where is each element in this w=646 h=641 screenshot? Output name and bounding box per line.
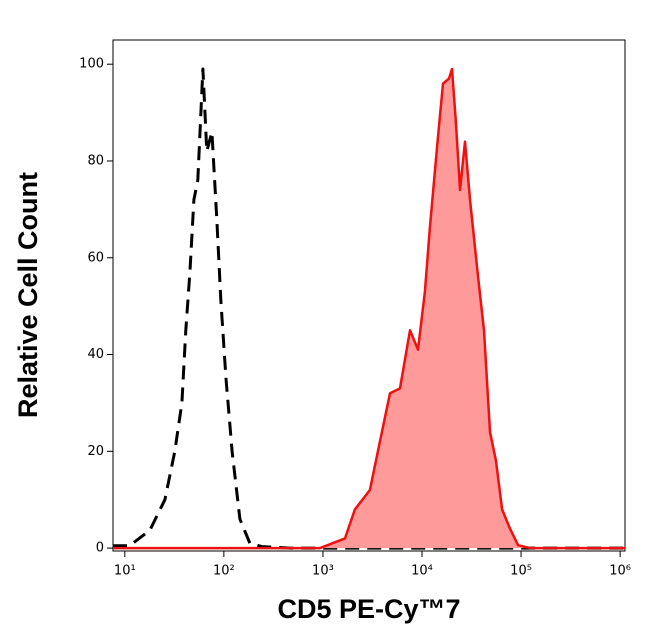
plot-frame (112, 39, 626, 552)
x-tick-label: 10² (213, 564, 235, 579)
histogram-area (113, 67, 625, 550)
y-axis-title: Relative Cell Count (13, 172, 43, 418)
y-tick-label: 60 (87, 250, 104, 265)
y-tick-label: 80 (87, 153, 104, 168)
x-tick-label: 10⁵ (510, 564, 532, 579)
x-tick-label: 10⁴ (411, 564, 433, 579)
x-tick-label: 10⁶ (609, 564, 631, 579)
y-tick-label: 100 (79, 57, 104, 72)
y-tick-label: 0 (96, 541, 104, 556)
x-tick-label: 10¹ (114, 564, 136, 579)
x-tick-label: 10³ (312, 564, 334, 579)
y-tick-label: 20 (87, 444, 104, 459)
y-tick-label: 40 (87, 347, 104, 362)
histogram-line (113, 67, 625, 550)
x-axis-title: CD5 PE-Cy™7 (277, 594, 460, 624)
